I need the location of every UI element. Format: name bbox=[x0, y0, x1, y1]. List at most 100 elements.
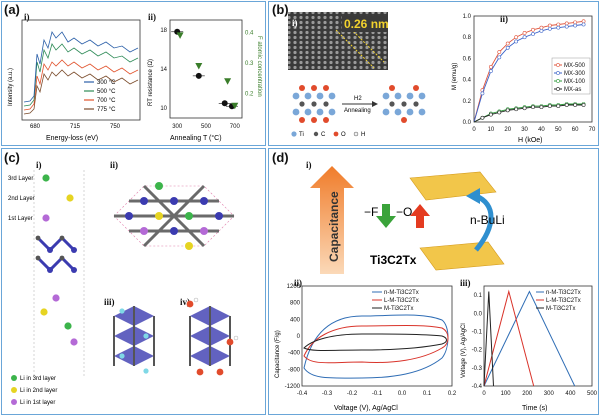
magnetization-legend-marker-MX-as bbox=[556, 87, 560, 91]
layer-label-1st: 1st Layer bbox=[8, 216, 33, 222]
magnetization-point-MX-500-5 bbox=[514, 35, 519, 40]
magnetization-xtick-50: 50 bbox=[555, 127, 562, 133]
top-view-structure bbox=[113, 182, 235, 250]
magnetization-ytick-0.8: 0.8 bbox=[463, 35, 472, 41]
annealing-ytick-left-10: 10 bbox=[160, 106, 167, 112]
magnetization-point-MX-300-13 bbox=[581, 22, 586, 27]
li-intercalation-structures: 3rd Layer 2nd Layer 1st Layer Li in 3rd … bbox=[8, 170, 239, 406]
magnetization-point-MX-300-7 bbox=[531, 32, 535, 36]
layer-label-3rd: 3rd Layer bbox=[8, 176, 33, 182]
magnetization-point-MX-500-13 bbox=[581, 19, 586, 24]
magnetization-ytick-0.0: 0.0 bbox=[463, 120, 472, 126]
cv-xtick-0.0: 0.0 bbox=[398, 391, 407, 397]
magnetization-point-MX-500-8 bbox=[539, 25, 544, 30]
gcd-voltage-chart: Voltage (V), Ag/AgCl Time (s) 0 100 200 300… bbox=[461, 285, 598, 412]
panel-c-iii-label: iii) bbox=[104, 297, 115, 307]
cv-capacitance-chart: Capacitance (F/g) Voltage (V), Ag/AgCl -… bbox=[275, 284, 457, 412]
magnetization-xtick-30: 30 bbox=[521, 127, 528, 133]
cv-xtick--0.3: -0.3 bbox=[322, 391, 333, 397]
magnetization-xtick-10: 10 bbox=[488, 127, 495, 133]
magnetization-point-MX-300-8 bbox=[539, 28, 544, 33]
f-concentration-point-2 bbox=[224, 78, 232, 85]
resistance-point-2 bbox=[221, 100, 228, 107]
magnetization-xtick-0: 0 bbox=[472, 127, 476, 133]
annealing-xtick-500: 500 bbox=[201, 124, 212, 130]
structure-after bbox=[382, 85, 426, 123]
eels-plot-frame bbox=[21, 19, 141, 121]
panel-c-label: (c) bbox=[4, 150, 20, 165]
panel-c-iv-label: iv) bbox=[180, 297, 190, 307]
side-view-structure bbox=[33, 170, 85, 376]
gcd-xtick-300: 300 bbox=[544, 391, 555, 397]
magnetization-point-MX-as-6 bbox=[522, 106, 527, 111]
magnetization-point-MX-300-1 bbox=[480, 91, 485, 96]
red-up-arrow bbox=[410, 204, 430, 228]
reaction-label-annealing: Annealing bbox=[344, 108, 371, 114]
gcd-xlabel: Time (s) bbox=[522, 405, 547, 412]
gcd-legend-2: M-Ti3C2Tx bbox=[546, 306, 575, 312]
magnetization-point-MX-300-9 bbox=[547, 26, 552, 31]
magnetization-ytick-0.2: 0.2 bbox=[463, 99, 472, 105]
magnetization-point-MX-500-4 bbox=[505, 41, 510, 46]
magnetization-point-MX-as-4 bbox=[505, 108, 510, 113]
gcd-series-2 bbox=[483, 291, 494, 387]
legend-h: H bbox=[361, 132, 365, 138]
magnetization-point-MX-500-2 bbox=[488, 64, 493, 69]
legend-ti-dot bbox=[291, 131, 297, 137]
f-concentration-point-0 bbox=[176, 32, 184, 39]
cv-xlabel: Voltage (V), Ag/AgCl bbox=[334, 405, 398, 412]
magnetization-point-MX-as-10 bbox=[556, 104, 561, 109]
magnetization-point-MX-500-7 bbox=[531, 27, 535, 32]
eels-series-300 bbox=[23, 31, 139, 103]
capacitance-schematic: Capacitance −F −O n-BuLi Ti3C2Tx bbox=[310, 166, 505, 274]
eels-spectrum-chart: Intensity (a.u.) Energy-loss (eV) 680 71… bbox=[8, 19, 141, 142]
magnetization-xtick-40: 40 bbox=[538, 127, 545, 133]
cv-xtick-0.1: 0.1 bbox=[423, 391, 432, 397]
gcd-xtick-100: 100 bbox=[501, 391, 512, 397]
cv-ytick-800: 800 bbox=[290, 301, 301, 307]
legend-li-1st: Li in 1st layer bbox=[20, 400, 55, 406]
magnetization-point-MX-500-6 bbox=[522, 31, 527, 35]
cv-legend-2: M-Ti3C2Tx bbox=[384, 306, 413, 312]
panel-b-label: (b) bbox=[272, 2, 289, 17]
gcd-ytick--0.3: -0.3 bbox=[472, 366, 483, 372]
panel-a-label: (a) bbox=[4, 2, 20, 17]
magnetization-point-MX-500-3 bbox=[497, 50, 502, 54]
gcd-plot-frame bbox=[483, 285, 593, 387]
annealing-ytick-right-0.4: 0.4 bbox=[245, 30, 254, 36]
eels-xtick-750: 750 bbox=[110, 124, 121, 130]
cv-ytick-1200: 1200 bbox=[287, 284, 301, 290]
mxene-sheet-bottom bbox=[419, 241, 505, 271]
eels-legend-300: 300 °C bbox=[97, 80, 116, 86]
resistance-vs-annealing-chart: RT resistance (Ω) F atomic concentration… bbox=[148, 19, 262, 142]
magnetization-point-MX-as-13 bbox=[581, 103, 586, 107]
eels-legend-775: 775 °C bbox=[97, 107, 116, 113]
magnetization-legend-marker-MX-500 bbox=[556, 63, 560, 67]
layer-label-2nd: 2nd Layer bbox=[8, 196, 35, 202]
nbuli-label: n-BuLi bbox=[470, 213, 505, 227]
cv-ytick--1200: -1200 bbox=[285, 384, 301, 390]
magnetization-point-MX-300-12 bbox=[573, 23, 578, 28]
cv-loop-m bbox=[303, 333, 447, 351]
magnetization-xtick-60: 60 bbox=[572, 127, 579, 133]
cv-xtick--0.4: -0.4 bbox=[297, 391, 308, 397]
gcd-xtick-200: 200 bbox=[522, 391, 533, 397]
panel-d-i-label: i) bbox=[306, 160, 312, 170]
magnetization-ylabel: M (emu/g) bbox=[452, 63, 458, 90]
annealing-ytick-left-18: 18 bbox=[160, 28, 167, 34]
magnetization-point-MX-as-1 bbox=[480, 115, 485, 120]
magnetization-legend-MX-500: MX-500 bbox=[564, 63, 586, 69]
magnetization-ytick-0.4: 0.4 bbox=[463, 78, 472, 84]
gcd-ylabel: Voltage (V), Ag/AgCl bbox=[461, 323, 467, 378]
magnetization-point-MX-300-5 bbox=[514, 39, 519, 44]
minus-f-label: −F bbox=[364, 205, 378, 219]
legend-li-3rd: Li in 3rd layer bbox=[20, 376, 56, 382]
cv-xtick--0.2: -0.2 bbox=[347, 391, 358, 397]
magnetization-point-MX-300-4 bbox=[505, 45, 510, 50]
magnetization-legend-MX-300: MX-300 bbox=[564, 71, 586, 77]
annealing-xlabel: Annealing T (°C) bbox=[170, 134, 222, 142]
reaction-arrow-head bbox=[372, 101, 378, 107]
cv-loop-l-m bbox=[303, 325, 449, 364]
structure-before bbox=[292, 85, 336, 123]
ti3c2tx-formula: Ti3C2Tx bbox=[370, 253, 417, 267]
